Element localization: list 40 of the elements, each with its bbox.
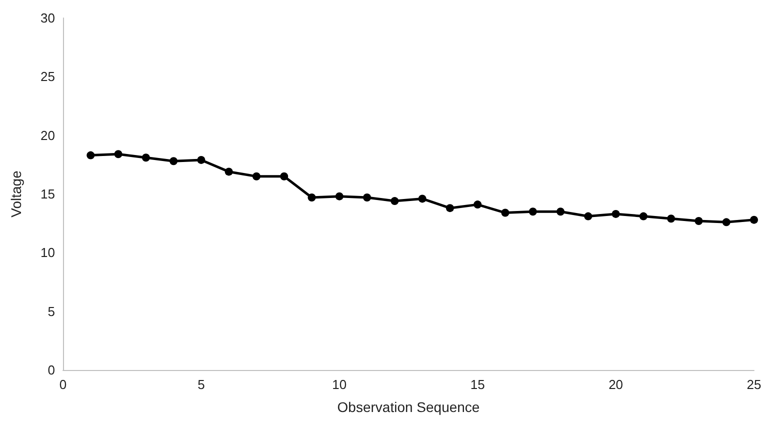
x-tick-label: 0 xyxy=(59,377,67,392)
point xyxy=(114,150,122,158)
point xyxy=(197,156,206,164)
point xyxy=(280,172,288,180)
y-tick-label: 25 xyxy=(40,69,55,84)
x-tick-label: 15 xyxy=(470,377,485,392)
point xyxy=(667,214,676,223)
point xyxy=(418,194,426,203)
point xyxy=(86,151,95,160)
point xyxy=(750,216,758,224)
x-tick-label: 20 xyxy=(608,377,624,392)
x-tick-label: 25 xyxy=(746,377,762,392)
y-tick-label: 0 xyxy=(48,362,55,378)
point xyxy=(584,212,592,220)
point xyxy=(224,168,233,176)
point xyxy=(390,197,399,206)
point xyxy=(308,194,316,202)
y-tick-label: 30 xyxy=(40,10,55,26)
point xyxy=(474,200,482,209)
point xyxy=(639,212,648,220)
y-tick-label: 20 xyxy=(40,128,55,143)
x-tick-label: 5 xyxy=(198,377,205,392)
y-tick-label: 10 xyxy=(40,245,55,260)
y-axis-title: Voltage xyxy=(8,170,24,218)
point xyxy=(694,216,703,225)
x-axis-title: Observation Sequence xyxy=(337,399,480,415)
point xyxy=(612,210,620,218)
point xyxy=(252,172,260,180)
point xyxy=(142,154,150,162)
point xyxy=(501,208,510,217)
point xyxy=(722,218,730,226)
y-tick-label: 15 xyxy=(40,186,55,202)
point xyxy=(335,192,344,200)
point xyxy=(170,157,178,166)
point xyxy=(363,194,372,202)
point xyxy=(446,204,454,212)
point xyxy=(556,208,565,216)
x-tick-label: 10 xyxy=(332,377,347,392)
y-tick-label: 5 xyxy=(48,304,55,319)
point xyxy=(528,208,537,216)
